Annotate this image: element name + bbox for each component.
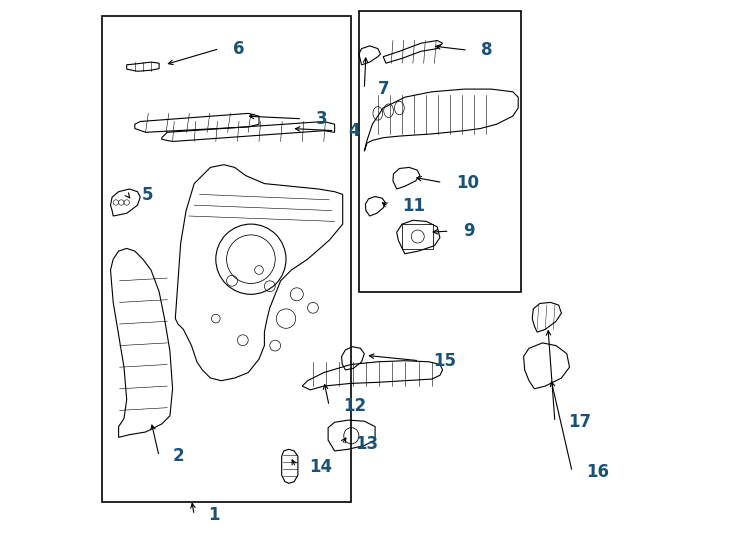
Text: 14: 14 xyxy=(309,458,333,476)
Text: 7: 7 xyxy=(378,80,390,98)
Text: 3: 3 xyxy=(316,110,327,128)
Text: 12: 12 xyxy=(343,397,366,415)
Bar xyxy=(103,16,351,502)
Text: 1: 1 xyxy=(208,506,219,524)
Text: 5: 5 xyxy=(141,186,153,205)
Text: 10: 10 xyxy=(456,173,479,192)
Text: 8: 8 xyxy=(482,41,493,59)
Text: 6: 6 xyxy=(233,39,244,58)
Text: 9: 9 xyxy=(463,222,475,240)
Text: 4: 4 xyxy=(348,122,360,140)
Text: 13: 13 xyxy=(355,435,378,454)
Text: 2: 2 xyxy=(172,447,184,465)
Text: 15: 15 xyxy=(433,352,456,370)
Text: 17: 17 xyxy=(568,413,592,431)
Text: 16: 16 xyxy=(586,463,608,481)
Text: 11: 11 xyxy=(402,197,425,215)
Bar xyxy=(402,224,433,249)
Bar xyxy=(359,11,521,292)
